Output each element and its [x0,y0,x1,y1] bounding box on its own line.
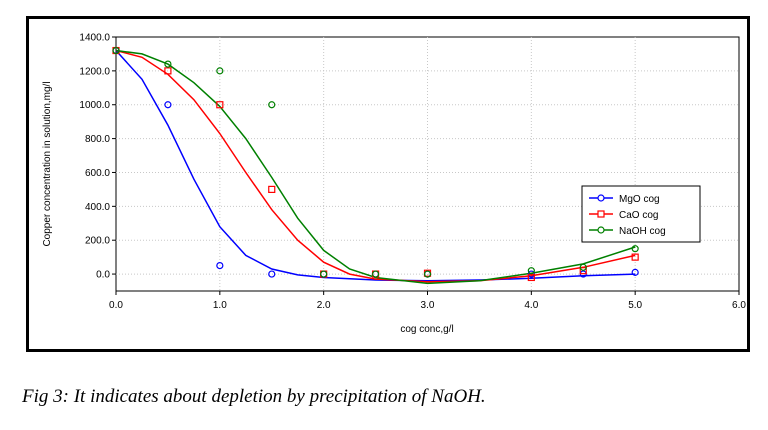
y-tick-label: 800.0 [85,134,110,145]
legend: MgO cog CaO cog NaOH cog [581,185,701,243]
cao-cog-data-point [527,273,535,282]
x-tick-label: 1.0 [213,300,227,311]
naoh-cog-data-point [579,263,587,271]
data-points [112,46,639,282]
x-tick-label: 0.0 [109,300,123,311]
cao-cog-data-point [216,101,224,109]
cao-cog-data-point [579,267,587,275]
mgo-cog-legend-label: MgO cog [619,194,660,205]
naoh-cog-data-point [216,67,224,75]
y-tick-label: 0.0 [96,270,110,281]
naoh-cog-legend-label: NaOH cog [619,226,666,237]
y-tick-label: 1400.0 [79,33,110,44]
x-tick-label: 3.0 [421,300,435,311]
cao-cog-legend-label: CaO cog [619,210,658,221]
mgo-cog-data-point [216,262,224,270]
cao-cog-fit-curve [115,49,636,283]
x-axis-label: cog conc,g/l [400,324,453,335]
x-axis-ticks: 0.0 1.0 2.0 3.0 4.0 5.0 6.0 [109,291,746,311]
x-tick-label: 6.0 [732,300,746,311]
naoh-cog-data-point [371,270,380,278]
y-axis-ticks: 0.0 200.0 400.0 600.0 800.0 1000.0 1200.0 1400.… [79,33,116,281]
mgo-cog-legend-marker [597,194,605,202]
y-tick-label: 400.0 [85,202,110,213]
mgo-cog-data-point [164,101,172,109]
y-axis-label: Copper concentration in solution,mg/l [42,81,53,246]
figure-caption: Fig 3: It indicates about depletion by p… [22,386,486,407]
naoh-cog-data-point [268,101,276,109]
naoh-cog-data-point [164,60,172,68]
cao-cog-data-point [164,67,172,75]
x-tick-label: 2.0 [317,300,331,311]
naoh-cog-data-point [527,267,535,275]
y-tick-label: 1000.0 [79,100,110,111]
naoh-cog-legend-marker [597,226,605,234]
naoh-cog-fit-curve [115,49,636,285]
mgo-cog-data-point [631,268,639,276]
cao-cog-data-point [268,185,276,193]
cao-cog-legend-marker [597,210,605,218]
mgo-cog-fit-curve [115,49,636,282]
naoh-cog-data-point [320,270,328,278]
y-tick-label: 200.0 [85,236,110,247]
y-tick-label: 1200.0 [79,66,110,77]
naoh-cog-data-point [423,270,432,278]
mgo-cog-data-point [268,270,276,278]
copper-concentration-chart: 0.0 1.0 2.0 3.0 4.0 5.0 6.0 0.0 200.0 400.0 600.0… [42,33,746,336]
x-tick-label: 4.0 [524,300,538,311]
figure-frame: 0.0 1.0 2.0 3.0 4.0 5.0 6.0 0.0 200.0 400.0 600.0… [26,16,750,352]
cao-cog-data-point [631,253,639,261]
naoh-cog-data-point [631,245,639,253]
y-tick-label: 600.0 [85,168,110,179]
x-tick-label: 5.0 [628,300,642,311]
fit-curves [115,49,636,285]
figure-panel: 0.0 1.0 2.0 3.0 4.0 5.0 6.0 0.0 200.0 400.0 600.0… [29,19,747,349]
naoh-cog-data-point [112,46,120,55]
